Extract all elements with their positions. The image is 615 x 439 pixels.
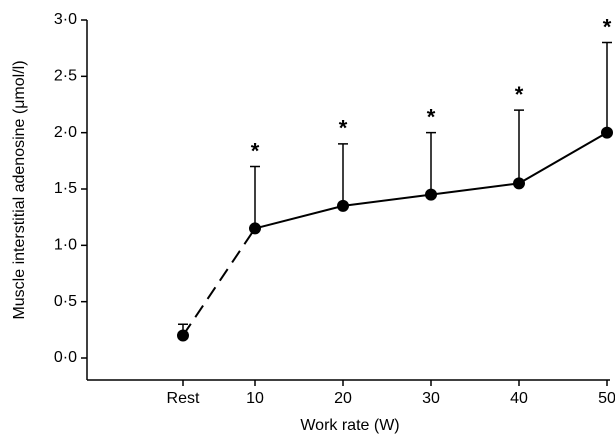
y-tick-label: 0·5 (54, 293, 77, 310)
error-bar (426, 131, 436, 195)
line-segment-dashed (182, 227, 256, 337)
significance-mark: * (603, 14, 612, 39)
significance-mark: * (251, 138, 260, 163)
data-point (337, 199, 349, 212)
data-point (249, 222, 261, 235)
y-tick-label: 2·0 (54, 124, 77, 141)
y-tick-label: 0·0 (54, 349, 77, 366)
x-axis-label: Work rate (W) (300, 417, 399, 434)
y-tick-label: 2·5 (54, 68, 77, 85)
error-bar (514, 109, 524, 184)
significance-mark: * (515, 82, 524, 107)
significance-mark: * (339, 116, 348, 141)
y-tick-label: 1·0 (54, 237, 77, 254)
y-axis-label: Muscle interstitial adenosine (μmol/l) (11, 60, 28, 319)
y-tick-label: 3·0 (54, 11, 77, 28)
x-tick-label: 40 (510, 390, 528, 407)
x-tick-label: Rest (167, 390, 200, 407)
error-bar (250, 165, 260, 229)
x-tick-label: 30 (422, 390, 440, 407)
data-point (177, 329, 189, 342)
y-tick-label: 1·5 (54, 180, 77, 197)
error-bar (602, 41, 612, 133)
data-point (601, 126, 613, 139)
x-tick-label: 50 (598, 390, 615, 407)
x-tick-label: 20 (334, 390, 352, 407)
x-tick-label: 10 (246, 390, 264, 407)
data-point (425, 188, 437, 201)
data-point (513, 177, 525, 190)
significance-mark: * (427, 104, 436, 129)
error-bar (338, 143, 348, 206)
